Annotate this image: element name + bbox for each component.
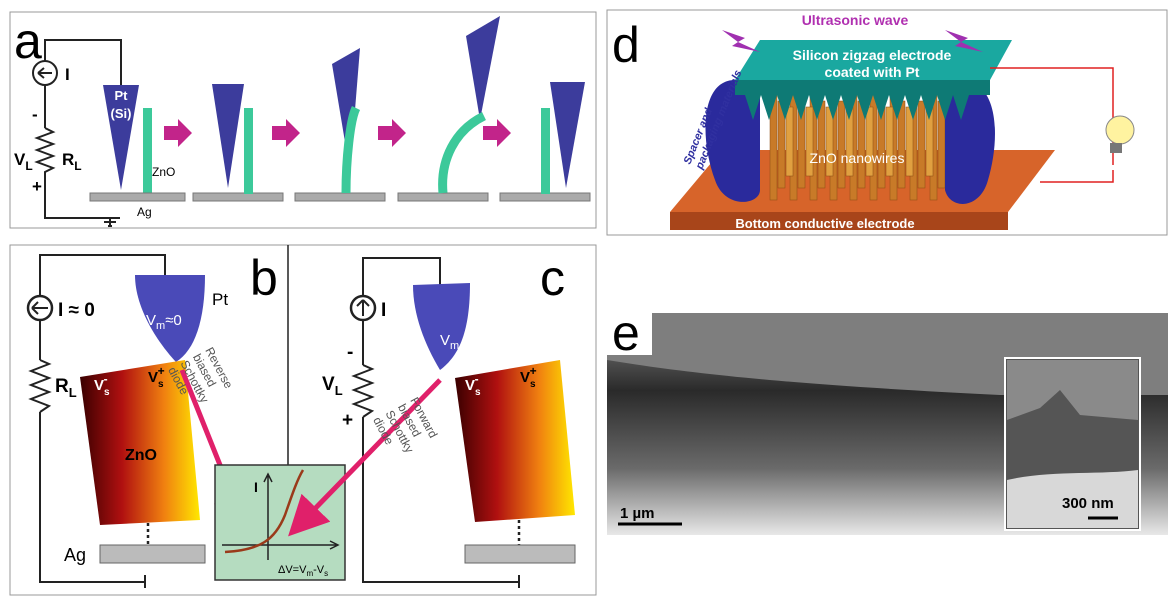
panel-label: e <box>612 305 640 361</box>
nanowire-rod <box>818 101 825 188</box>
subscript: m <box>450 340 459 352</box>
wave-label: Ultrasonic wave <box>802 12 909 28</box>
substrate-label: Ag <box>64 545 86 565</box>
nanowire-label: ZnO nanowires <box>810 150 905 166</box>
subscript: L <box>25 159 32 173</box>
plus-sign: + <box>342 410 353 431</box>
superscript: - <box>104 372 108 386</box>
panel-label: c <box>540 250 565 306</box>
x-label: ΔV=Vm-Vs <box>278 564 328 578</box>
minus-sign: - <box>347 342 353 363</box>
panel-d: d Bottom conductive electrode Silicon zi… <box>607 10 1167 235</box>
nanowire-rod <box>906 107 913 176</box>
nanowire-rod <box>786 107 793 176</box>
current-label: I ≈ 0 <box>58 300 95 321</box>
panel-a: a I - + VL RL Pt (Si) ZnO Ag <box>10 12 596 228</box>
scale-label: 1 µm <box>620 505 655 522</box>
subscript: s <box>324 569 328 578</box>
symbol: V <box>520 369 530 386</box>
tip-label: (Si) <box>111 106 132 121</box>
top-electrode-edge <box>735 80 990 95</box>
superscript: + <box>530 364 537 378</box>
nanowire-rod <box>918 101 925 188</box>
panel-bc: b c I ≈ 0 RL Vm≈0 Pt Vs- Vs+ ZnO Ag Reve… <box>10 245 596 595</box>
nanowire-label: ZnO <box>152 165 175 179</box>
subscript: m <box>156 320 165 332</box>
subscript: s <box>530 379 536 390</box>
bulb-base <box>1110 143 1122 153</box>
symbol: V <box>465 377 475 394</box>
substrate <box>90 193 185 201</box>
substrate <box>465 545 575 563</box>
panel-e: e 1 µm 300 nm <box>607 305 1168 535</box>
subscript: L <box>74 159 81 173</box>
y-label: I <box>254 479 258 495</box>
bulb <box>1106 116 1134 144</box>
tip-label: Pt <box>115 88 129 103</box>
iv-box <box>215 465 345 580</box>
panel-label: a <box>14 13 42 69</box>
subscript: s <box>158 379 164 390</box>
nanowire-rod <box>838 101 845 188</box>
electrode-label: coated with Pt <box>825 64 920 80</box>
symbol: V <box>440 332 450 349</box>
nanowire-label: ZnO <box>125 447 157 464</box>
subscript: L <box>69 385 77 400</box>
symbol: V <box>322 374 335 395</box>
text: -V <box>313 564 325 576</box>
minus-sign: - <box>32 105 38 124</box>
symbol: V <box>148 369 158 386</box>
panel-label: d <box>612 17 640 73</box>
symbol: R <box>55 376 69 397</box>
scale-label: 300 nm <box>1062 495 1114 512</box>
symbol: V <box>146 312 156 329</box>
panel-label: b <box>250 250 278 306</box>
superscript: - <box>475 372 479 386</box>
nanowire <box>143 108 152 194</box>
electrode-label: Silicon zigzag electrode <box>793 47 952 63</box>
value: ≈0 <box>165 312 182 329</box>
symbol: R <box>62 150 74 169</box>
electrode-label: Bottom conductive electrode <box>735 216 914 231</box>
subscript: s <box>104 387 110 398</box>
current-label: I <box>65 65 70 84</box>
current-label: I <box>381 300 386 321</box>
symbol: V <box>94 377 104 394</box>
text: ΔV=V <box>278 564 307 576</box>
tip-label: Pt <box>212 290 228 309</box>
subscript: L <box>335 383 343 398</box>
substrate-label: Ag <box>137 205 152 219</box>
subscript: s <box>475 387 481 398</box>
nanowire-rod <box>898 101 905 188</box>
symbol: V <box>14 150 26 169</box>
superscript: + <box>158 364 165 378</box>
plus-sign: + <box>32 177 42 196</box>
substrate <box>100 545 205 563</box>
figure: a I - + VL RL Pt (Si) ZnO Ag b c I ≈ 0 <box>0 0 1168 597</box>
